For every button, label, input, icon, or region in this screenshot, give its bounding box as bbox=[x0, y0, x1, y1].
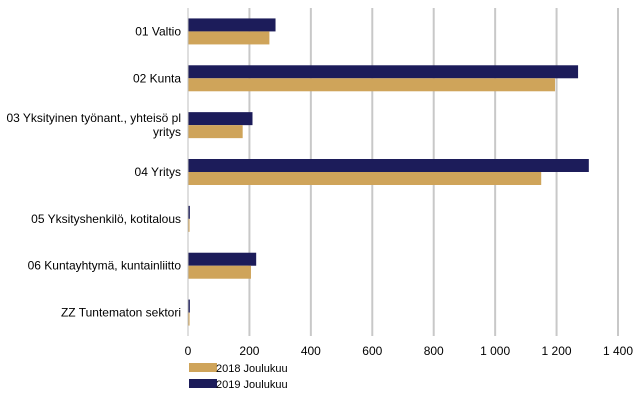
legend-label: 2018 Joulukuu bbox=[216, 363, 288, 375]
bar-series-2019 bbox=[188, 252, 257, 266]
bar-series-2018 bbox=[188, 218, 190, 232]
legend-swatch bbox=[189, 363, 217, 372]
x-tick-label: 1 400 bbox=[603, 344, 633, 358]
bars bbox=[188, 18, 589, 326]
bar-series-2018 bbox=[188, 31, 270, 45]
bar-series-2019 bbox=[188, 159, 589, 172]
legend: 2018 Joulukuu 2019 Joulukuu bbox=[189, 363, 288, 391]
category-label: 04 Yritys bbox=[135, 165, 181, 179]
bar-series-2018 bbox=[188, 265, 251, 279]
category-label: 05 Yksityshenkilö, kotitalous bbox=[31, 212, 181, 226]
bar-series-2018 bbox=[188, 312, 190, 326]
x-tick-label: 200 bbox=[239, 344, 259, 358]
category-label: 01 Valtio bbox=[135, 24, 181, 38]
category-label: yritys bbox=[153, 125, 181, 139]
category-labels: 01 Valtio 02 Kunta 03 Yksityinen työnant.,… bbox=[6, 24, 181, 319]
x-tick-label: 0 bbox=[185, 344, 192, 358]
bar-series-2019 bbox=[188, 112, 253, 126]
category-label: 02 Kunta bbox=[133, 71, 181, 85]
legend-label: 2019 Joulukuu bbox=[216, 379, 288, 391]
x-tick-label: 600 bbox=[362, 344, 382, 358]
bar-series-2019 bbox=[188, 18, 276, 32]
bar-series-2019 bbox=[188, 299, 190, 313]
category-label: 06 Kuntayhtymä, kuntainliitto bbox=[28, 259, 182, 273]
category-label: 03 Yksityinen työnant., yhteisö pl bbox=[6, 111, 181, 125]
x-tick-label: 1 000 bbox=[480, 344, 510, 358]
bar-series-2019 bbox=[188, 65, 579, 79]
x-tick-label: 1 200 bbox=[542, 344, 572, 358]
tick-labels: 0 200 400 600 800 1 000 1 200 1 400 bbox=[185, 344, 634, 358]
bar-series-2018 bbox=[188, 172, 542, 185]
legend-swatch bbox=[189, 379, 217, 388]
bar-series-2019 bbox=[188, 205, 190, 219]
x-tick-label: 400 bbox=[301, 344, 321, 358]
category-label: ZZ Tuntematon sektori bbox=[61, 306, 181, 320]
bar-series-2018 bbox=[188, 78, 556, 92]
bar-series-2018 bbox=[188, 125, 243, 139]
x-tick-label: 800 bbox=[424, 344, 444, 358]
